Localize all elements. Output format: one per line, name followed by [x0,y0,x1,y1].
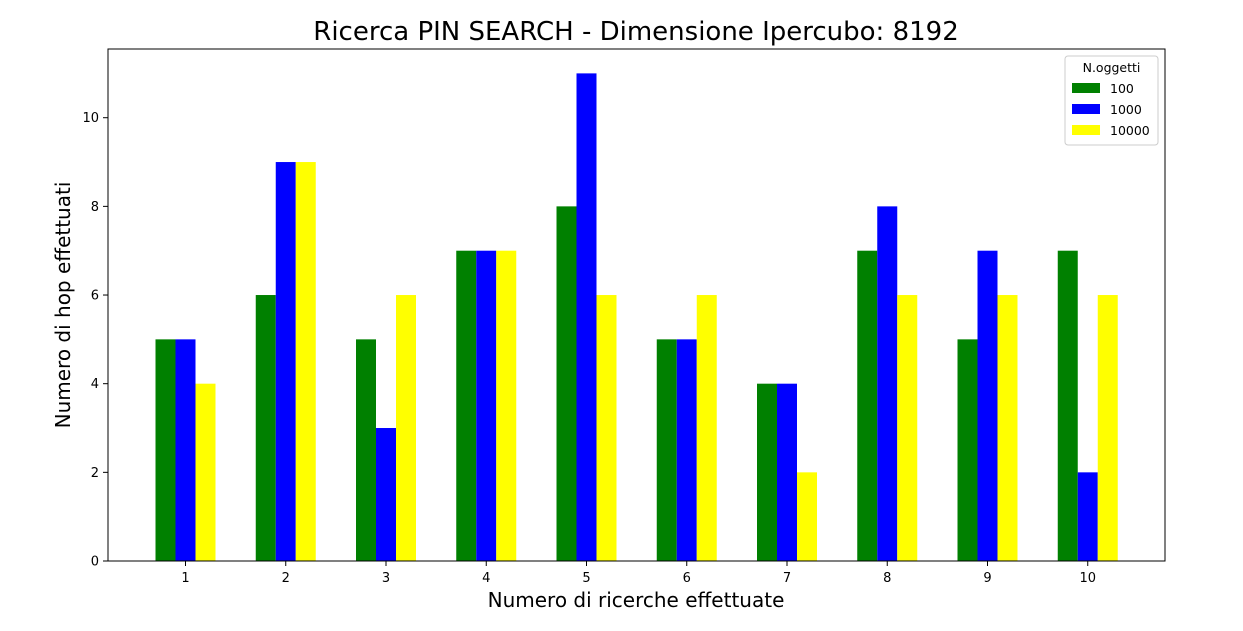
y-tick-label: 2 [91,466,99,481]
x-axis-label: Numero di ricerche effettuate [488,588,785,612]
y-tick-label: 4 [91,377,99,392]
x-tick-label: 3 [382,571,390,586]
bar-series-10000-4 [496,250,517,562]
bar-series-100-1 [155,339,176,561]
bar-series-100-9 [957,339,978,561]
bar-series-10000-8 [897,295,918,561]
bar-series-1000-10 [1077,472,1098,561]
legend-swatch-1000 [1072,104,1100,114]
x-tick-label: 8 [883,571,891,586]
bar-series-1000-9 [977,250,998,562]
bar-series-1000-1 [175,339,196,561]
y-tick-label: 8 [91,200,99,215]
y-axis-ticks: 0 2 4 6 8 10 [82,111,108,570]
bar-series-100-6 [656,339,677,561]
plot-frame [107,48,1166,562]
bar-series-100-5 [556,206,577,561]
bar-series-100-3 [356,339,376,561]
y-tick-label: 10 [82,111,99,126]
x-tick-label: 6 [683,571,691,586]
y-tick-label: 0 [91,555,99,570]
x-tick-label: 5 [582,571,590,586]
x-tick-label: 1 [181,571,189,586]
bar-series-1000-2 [275,162,296,562]
bar-series-10000-9 [997,295,1018,561]
bar-series-1000-3 [376,428,396,561]
x-tick-label: 2 [282,571,290,586]
legend-box [1064,55,1159,146]
bar-series-100-8 [857,250,878,562]
legend-swatch-10000 [1072,125,1100,135]
bar-series-1000-5 [576,73,597,561]
bar-series-10000-1 [195,383,216,561]
bar-series-10000-10 [1097,295,1118,561]
bar-series-10000-7 [797,472,817,561]
bar-series-1000-7 [777,383,797,561]
bar-series-10000-5 [596,295,617,561]
legend-swatch-100 [1072,83,1100,93]
x-axis-ticks: 1 2 3 4 5 6 7 8 9 10 [181,561,1096,586]
legend-label-10000: 10000 [1110,123,1150,138]
chart-title: Ricerca PIN SEARCH - Dimensione Ipercubo… [313,17,958,47]
x-tick-label: 9 [983,571,991,586]
legend: N.oggetti 100 1000 10000 [1064,55,1159,146]
x-tick-label: 10 [1079,571,1096,586]
bar-series-100-10 [1057,250,1078,562]
x-tick-label: 4 [482,571,490,586]
y-tick-label: 6 [91,289,99,304]
bar-series-100-4 [456,250,477,562]
bar-series-1000-8 [877,206,898,561]
bar-series-1000-6 [676,339,697,561]
bar-series-100-7 [757,383,777,561]
legend-label-100: 100 [1110,81,1134,96]
y-axis-label: Numero di hop effettuati [51,182,75,429]
bar-series-1000-4 [476,250,497,562]
legend-title: N.oggetti [1083,60,1141,75]
bar-series-100-2 [255,295,276,561]
x-tick-label: 7 [783,571,791,586]
bar-series-10000-3 [396,295,416,561]
bars-group [155,73,1118,562]
bar-series-10000-6 [696,295,717,561]
legend-label-1000: 1000 [1110,102,1142,117]
bar-series-10000-2 [295,162,316,562]
